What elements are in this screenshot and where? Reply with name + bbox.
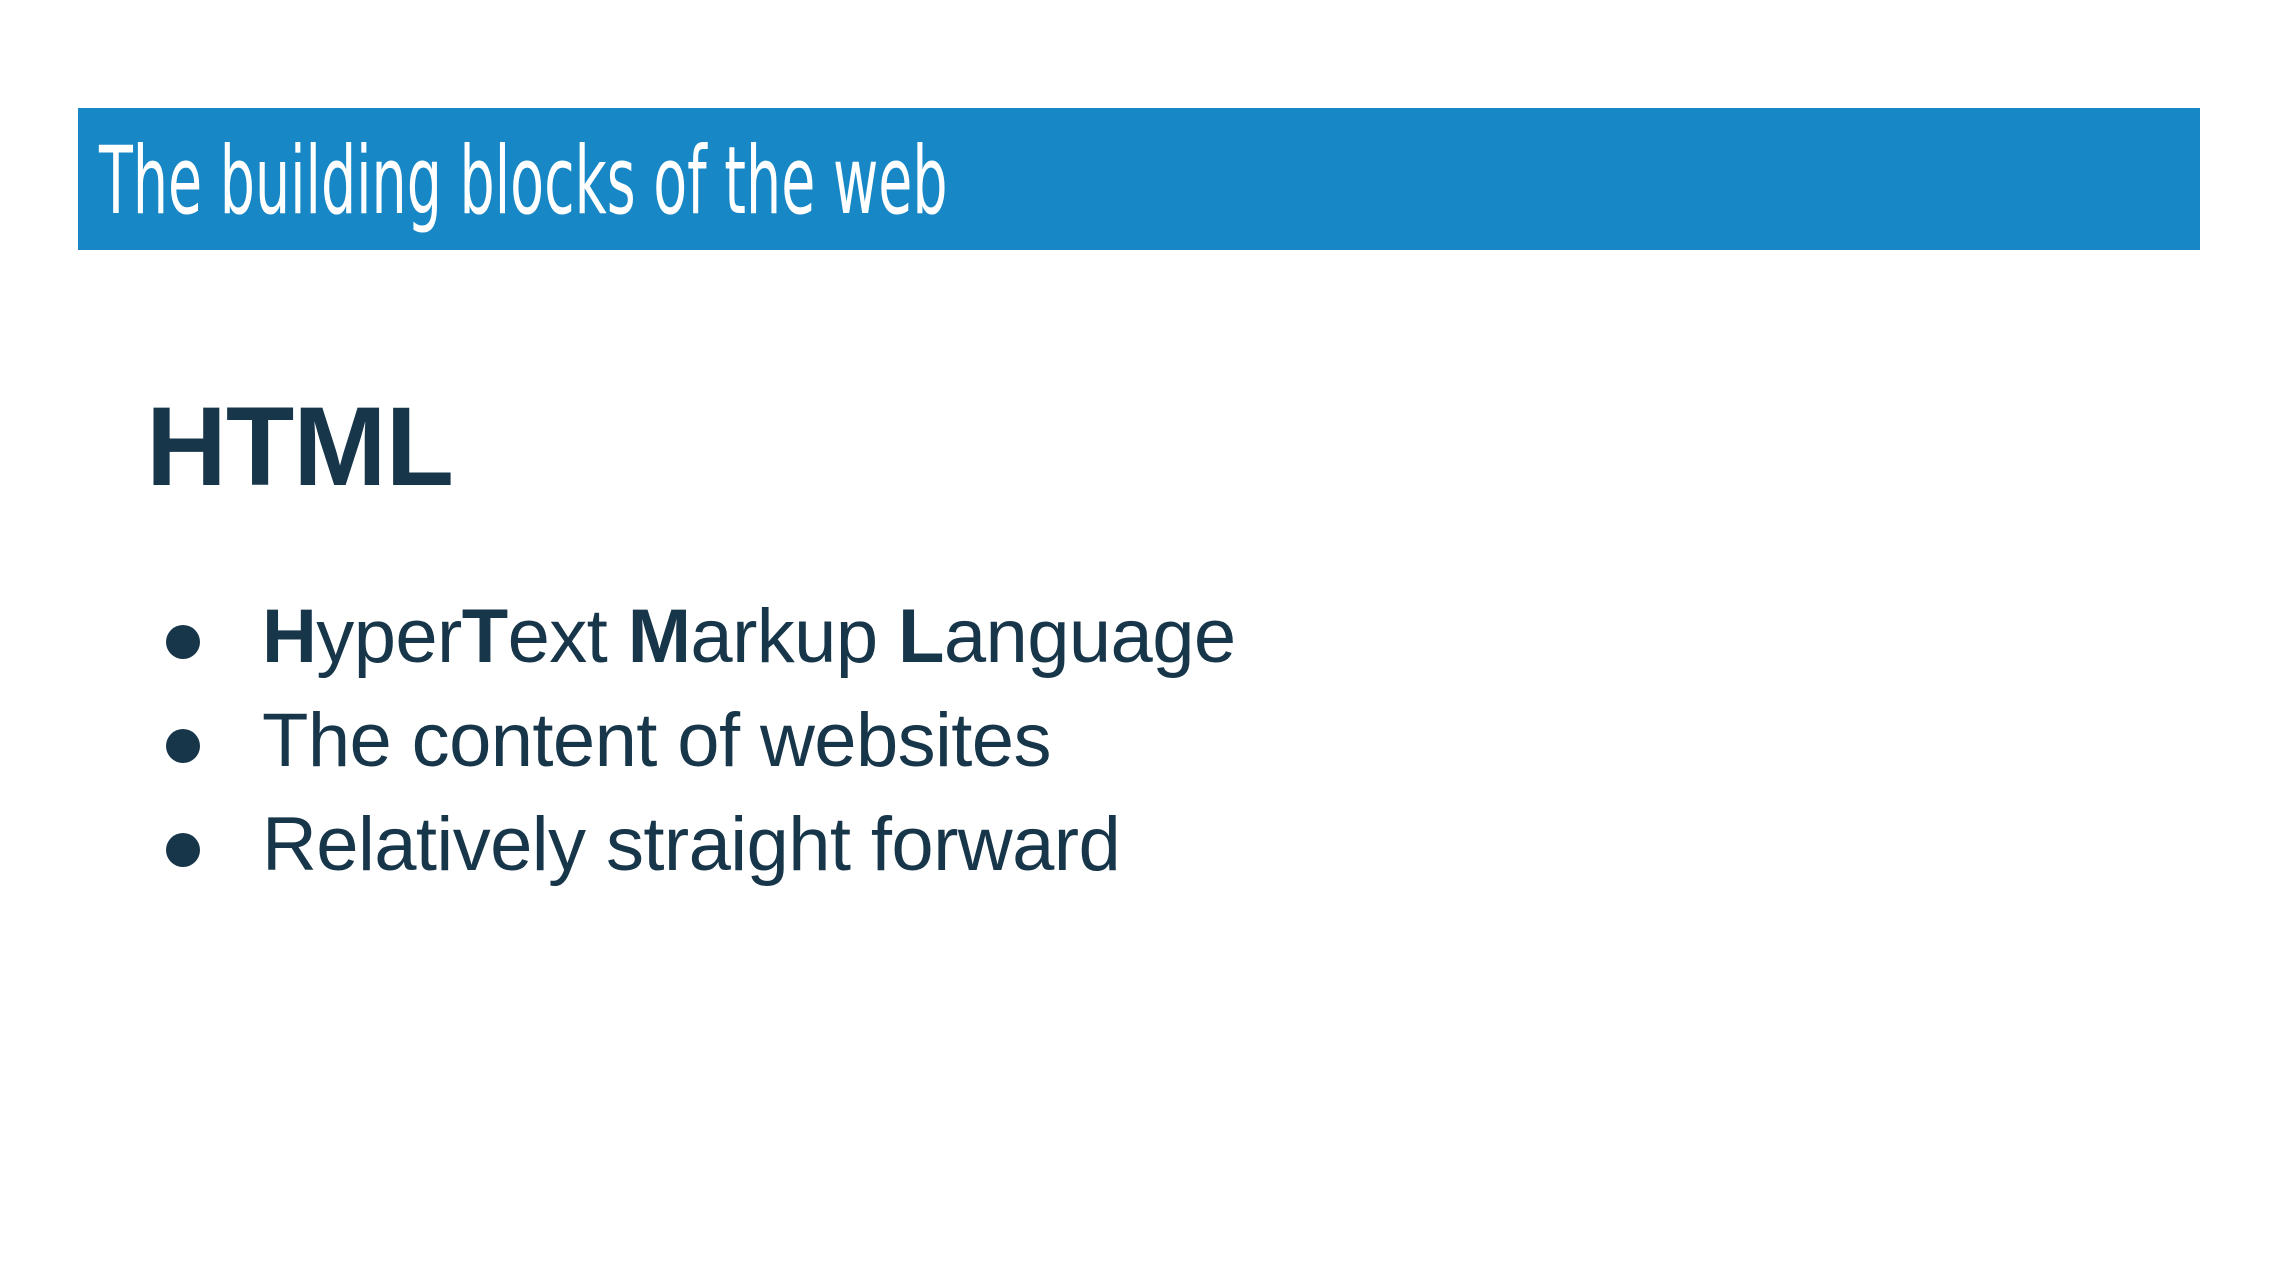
bullet-text-part: ext [507,594,628,679]
bullet-dot-icon [166,833,200,867]
bullet-text-part: M [627,594,691,679]
bullet-text-part: yper [316,594,462,679]
bullet-text-part: H [262,594,317,679]
bullet-item: The content of websites [154,689,1554,793]
slide-heading: HTML [146,384,454,509]
bullet-item: Relatively straight forward [154,793,1554,897]
bullet-item: HyperText Markup Language [154,585,1554,689]
bullet-dot-icon [166,625,200,659]
bullet-text: Relatively straight forward [262,802,1121,887]
bullet-text: The content of websites [262,698,1051,783]
bullet-dot-icon [166,729,200,763]
bullet-text-part: L [898,594,944,679]
slide-title-bar: The building blocks of the web [78,108,2200,250]
bullet-list: HyperText Markup Language The content of… [154,585,1554,897]
bullet-text-part: anguage [943,594,1236,679]
slide-title: The building blocks of the web [99,127,948,236]
bullet-text-part: T [461,594,508,679]
bullet-text-part: arkup [690,594,899,679]
bullet-text: HyperText Markup Language [262,585,1236,689]
